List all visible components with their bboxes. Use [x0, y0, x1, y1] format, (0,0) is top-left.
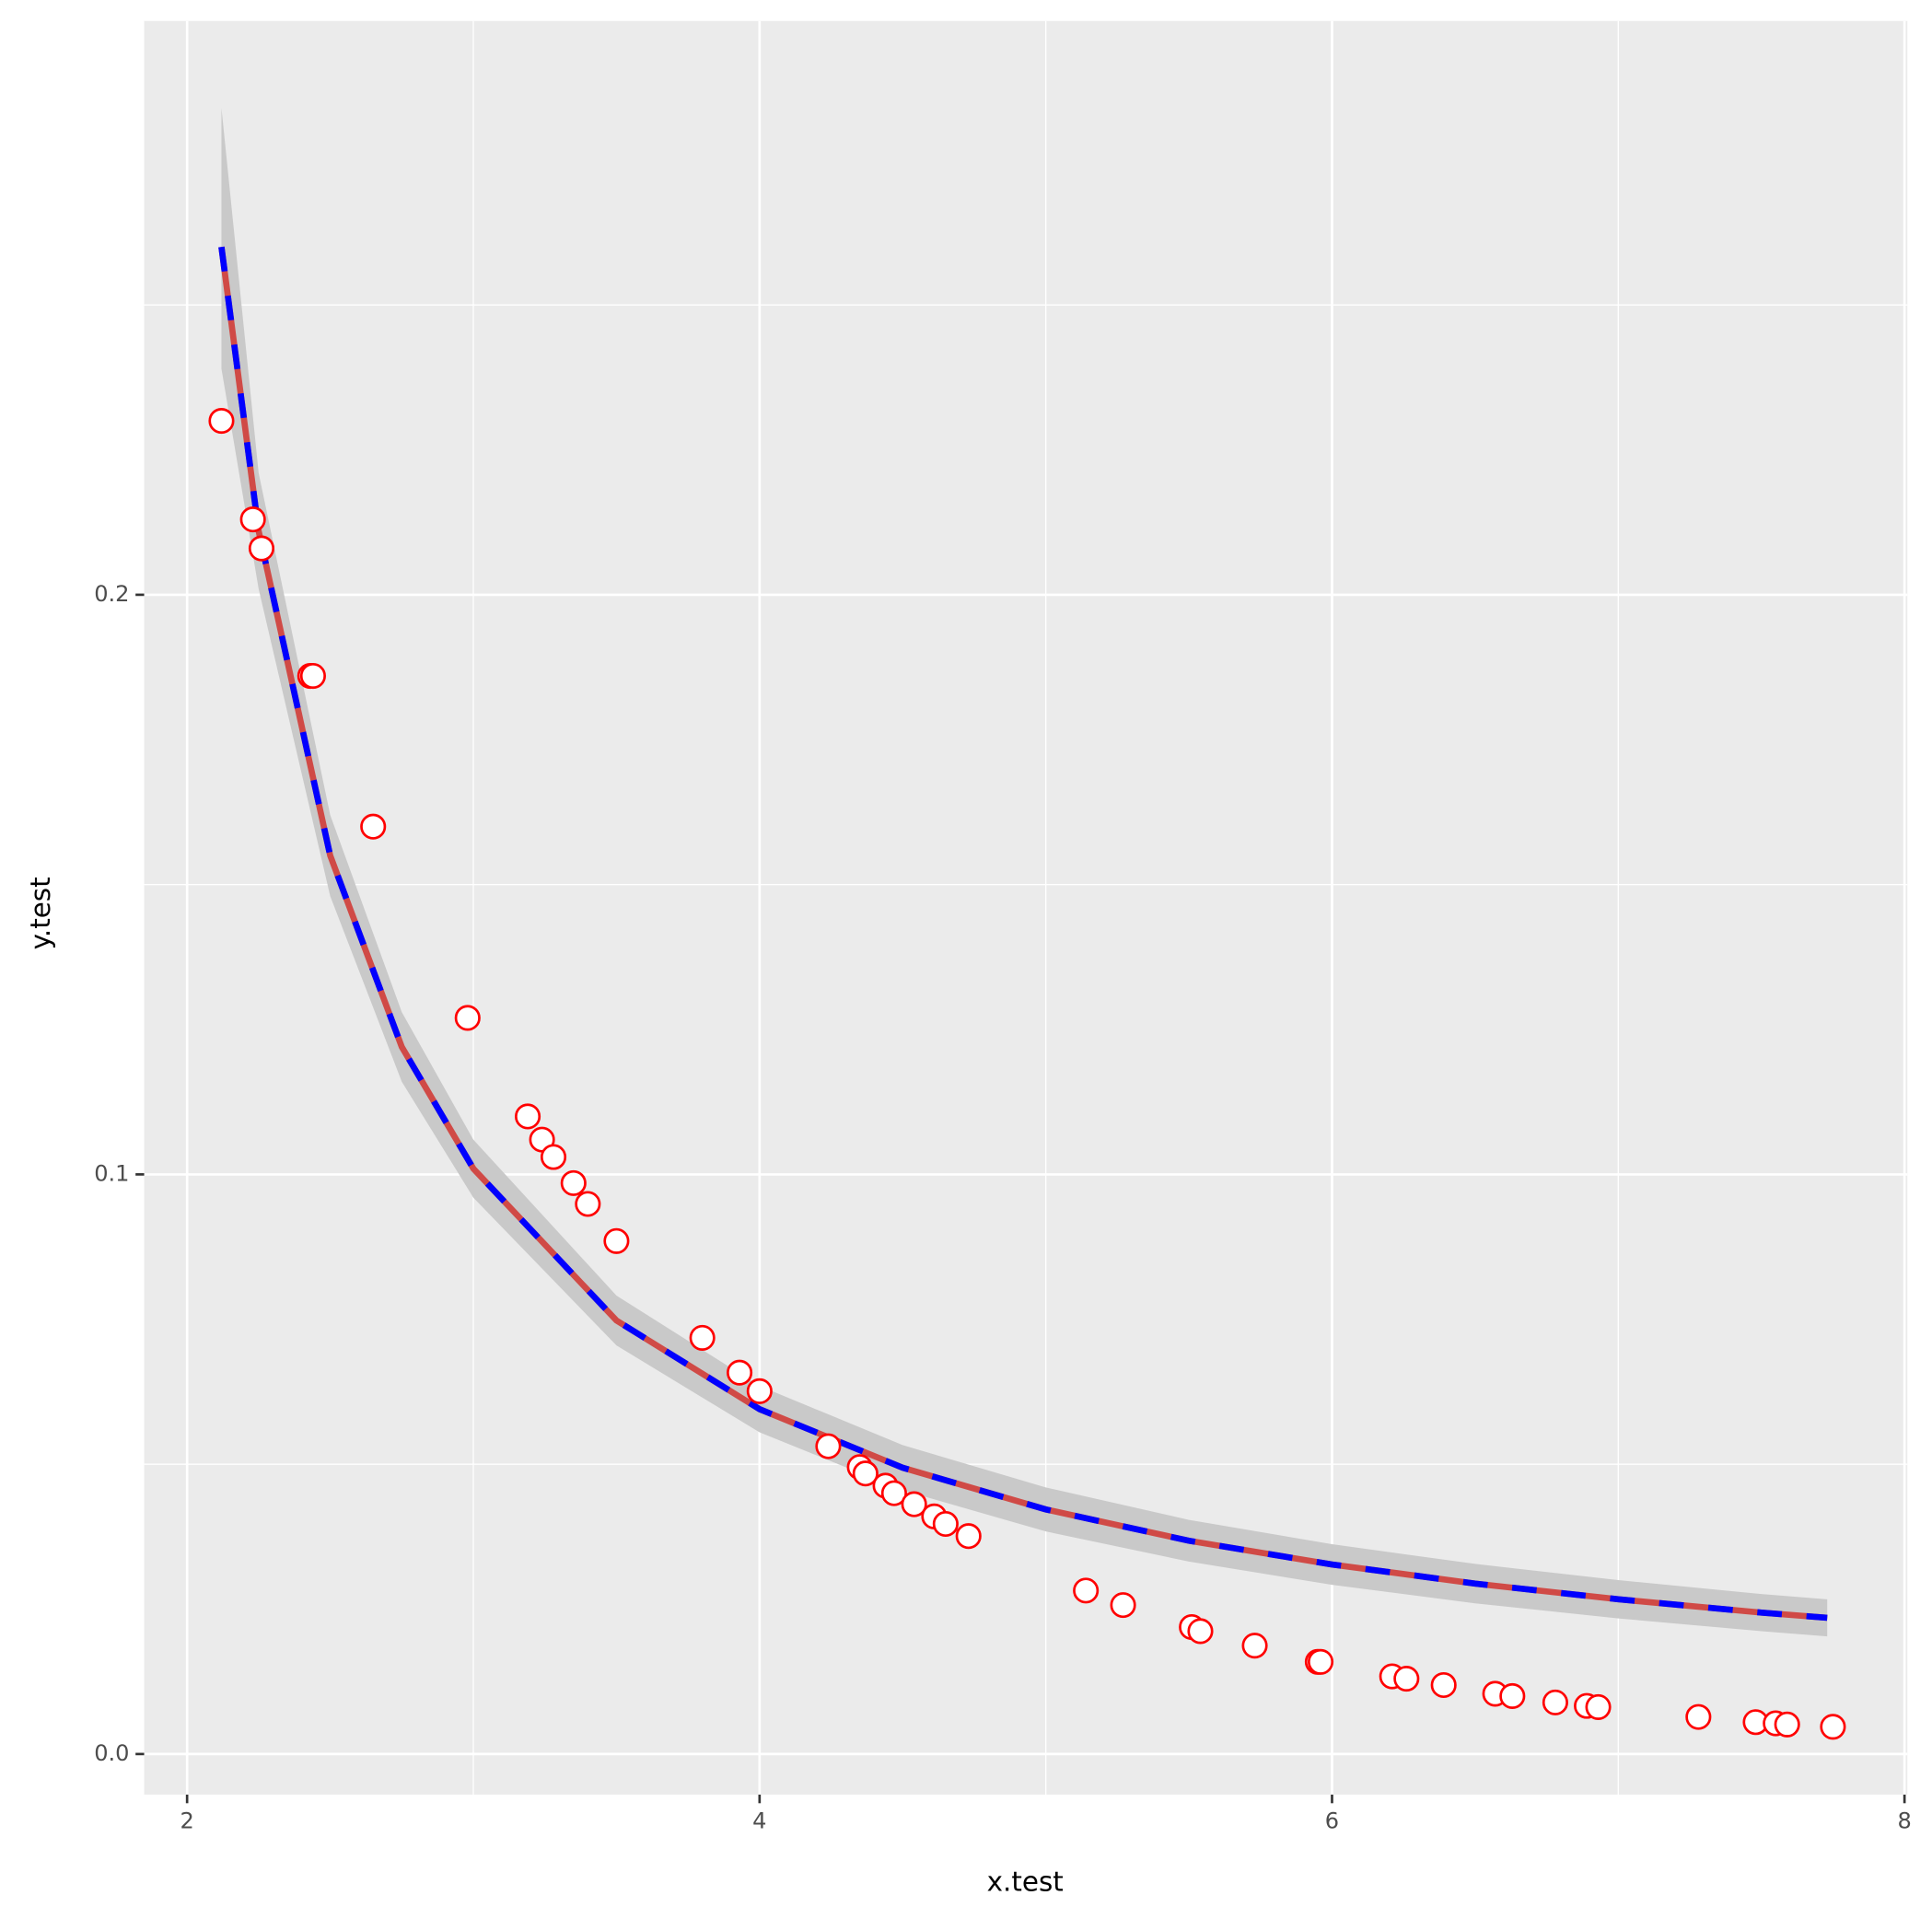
x-tick-label: 4 — [752, 1808, 766, 1833]
data-point — [575, 1191, 601, 1217]
y-tick-label: 0.0 — [94, 1740, 129, 1766]
data-point — [540, 1144, 567, 1170]
data-point — [299, 663, 326, 690]
data-point — [1542, 1689, 1568, 1715]
data-point — [360, 813, 387, 840]
data-point — [955, 1523, 982, 1550]
y-tick-label: 0.2 — [94, 581, 129, 607]
data-point — [1241, 1633, 1268, 1659]
data-point — [239, 506, 266, 533]
data-point — [454, 1005, 481, 1031]
data-point — [1307, 1648, 1334, 1675]
y-axis-title: y.test — [25, 877, 56, 949]
x-tick-label: 2 — [180, 1808, 194, 1833]
data-point — [932, 1510, 959, 1538]
data-point — [1499, 1682, 1526, 1709]
fit-line — [218, 246, 1828, 1622]
data-point — [852, 1460, 879, 1487]
data-point — [1820, 1714, 1846, 1740]
data-point — [1073, 1577, 1100, 1604]
data-point — [208, 408, 235, 435]
panel — [144, 20, 1908, 1795]
data-point — [1187, 1618, 1214, 1645]
data-point — [603, 1227, 630, 1254]
data-point — [1430, 1671, 1457, 1699]
y-tick-label: 0.1 — [94, 1160, 129, 1186]
data-point — [1685, 1703, 1712, 1730]
data-point — [815, 1433, 842, 1459]
data-point — [1393, 1666, 1420, 1692]
data-point — [1774, 1711, 1800, 1738]
x-tick-label: 6 — [1325, 1808, 1339, 1833]
data-point — [689, 1324, 716, 1351]
x-tick-label: 8 — [1897, 1808, 1911, 1833]
data-point — [560, 1169, 587, 1196]
data-point — [515, 1103, 541, 1130]
x-axis-title: x.test — [987, 1866, 1064, 1898]
data-point — [727, 1359, 753, 1386]
data-point — [746, 1378, 773, 1404]
data-point — [248, 535, 275, 562]
data-point — [901, 1491, 927, 1517]
data-point — [880, 1480, 907, 1506]
data-point — [1585, 1693, 1612, 1720]
data-point — [1110, 1592, 1136, 1619]
